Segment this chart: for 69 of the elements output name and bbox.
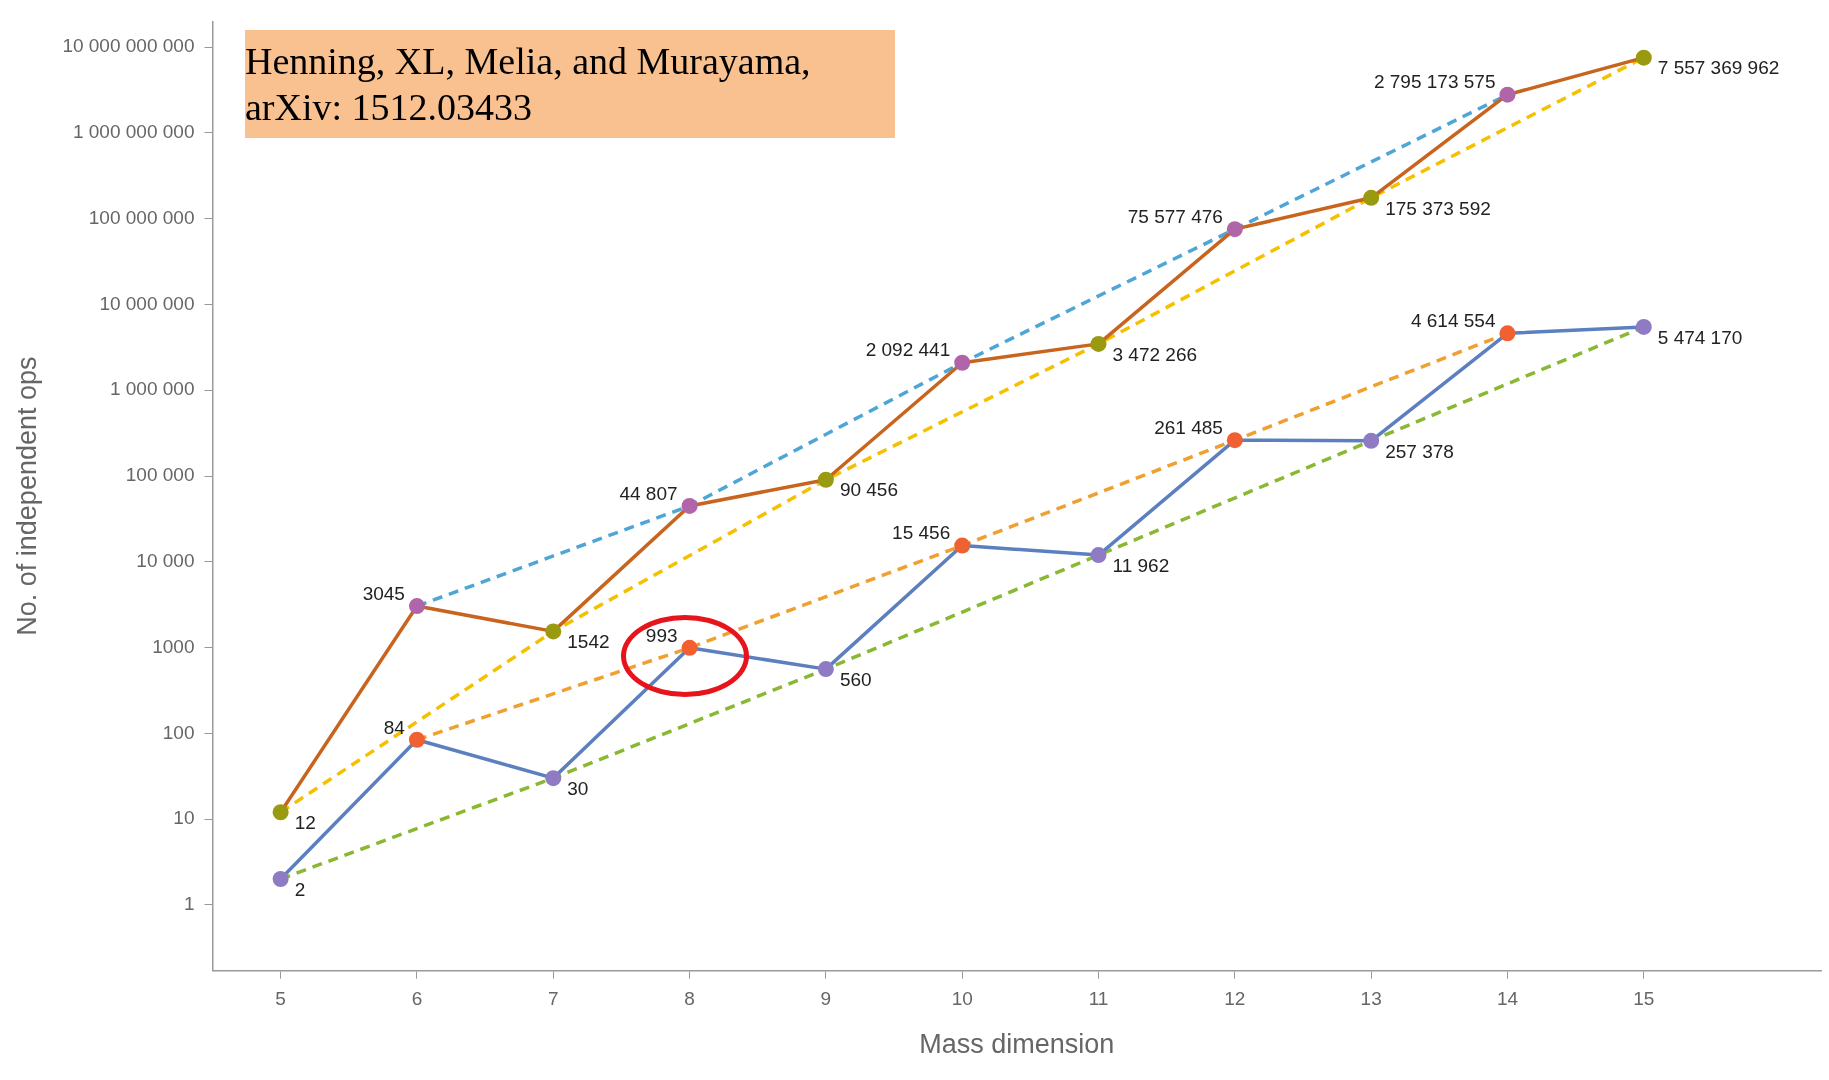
point — [1090, 335, 1107, 352]
data-label: 560 — [839, 668, 872, 690]
data-label: 257 378 — [1385, 440, 1454, 462]
data-label: 7 557 369 962 — [1657, 57, 1780, 79]
data-label: 30 — [567, 777, 589, 799]
point — [1363, 189, 1380, 206]
x-tick-label: 6 — [411, 988, 423, 1010]
x-tick-label: 15 — [1633, 988, 1655, 1010]
x-tick-label: 5 — [275, 988, 286, 1010]
annotation: Henning, XL, Melia, and Murayama, arXiv: 1512.03433 — [245, 30, 895, 138]
data-label: 261 485 — [1154, 416, 1223, 438]
point — [1635, 49, 1652, 66]
y-tick-label: 1 000 000 000 — [72, 121, 195, 143]
point — [408, 731, 425, 748]
y-tick-label: 10 000 000 — [99, 292, 195, 314]
data-label: 3045 — [362, 582, 405, 604]
x-tick-label: 10 — [951, 988, 973, 1010]
y-tick-label: 10 000 — [136, 550, 195, 571]
point — [681, 497, 698, 514]
data-label: 90 456 — [839, 479, 899, 501]
y-tick-label: 1000 — [152, 635, 195, 657]
data-label: 12 — [294, 811, 316, 833]
data-label: 3 472 266 — [1112, 343, 1198, 365]
point — [954, 537, 971, 554]
data-label: 44 807 — [619, 482, 678, 504]
point — [817, 471, 834, 488]
point — [272, 804, 289, 821]
point — [545, 770, 562, 787]
point — [1226, 221, 1243, 238]
point — [954, 354, 971, 371]
y-tick-label: 100 000 — [125, 464, 195, 486]
data-label: 75 577 476 — [1127, 205, 1223, 227]
data-label: 993 — [645, 624, 678, 646]
x-tick-label: 8 — [684, 988, 695, 1010]
x-tick-label: 9 — [820, 988, 832, 1010]
x-axis-title: Mass dimension — [919, 1029, 1115, 1060]
data-label: 175 373 592 — [1385, 197, 1491, 219]
y-tick-label: 10 — [173, 807, 195, 829]
data-label: 11 962 — [1112, 554, 1170, 576]
x-tick-label: 13 — [1360, 988, 1382, 1010]
y-axis-title: No. of independent ops — [11, 356, 42, 636]
x-tick-label: 7 — [547, 988, 559, 1010]
point — [1499, 86, 1516, 103]
point — [1635, 318, 1652, 335]
point — [408, 598, 425, 615]
point — [1499, 325, 1516, 342]
data-label: 84 — [383, 716, 406, 738]
data-label: 2 795 173 575 — [1373, 71, 1496, 93]
point — [681, 639, 698, 656]
data-label: 4 614 554 — [1410, 310, 1496, 332]
x-tick-label: 11 — [1088, 988, 1109, 1010]
data-label: 2 — [294, 878, 306, 900]
point — [1090, 547, 1107, 564]
y-tick-label: 10 000 000 000 — [62, 35, 195, 57]
y-tick-label: 1 — [183, 893, 195, 915]
point — [817, 661, 834, 678]
data-label: 2 092 441 — [865, 339, 951, 361]
point — [545, 623, 562, 640]
point — [1226, 432, 1243, 449]
point — [272, 870, 289, 887]
y-tick-label: 100 — [162, 721, 195, 743]
x-tick-label: 12 — [1224, 988, 1246, 1010]
x-tick-label: 14 — [1496, 988, 1519, 1010]
data-label: 5 474 170 — [1657, 326, 1743, 348]
data-label: 15 456 — [892, 522, 951, 544]
y-tick-label: 100 000 000 — [88, 206, 195, 228]
point — [1363, 432, 1380, 449]
data-label: 1542 — [567, 631, 610, 653]
y-tick-label: 1 000 000 — [109, 378, 195, 400]
